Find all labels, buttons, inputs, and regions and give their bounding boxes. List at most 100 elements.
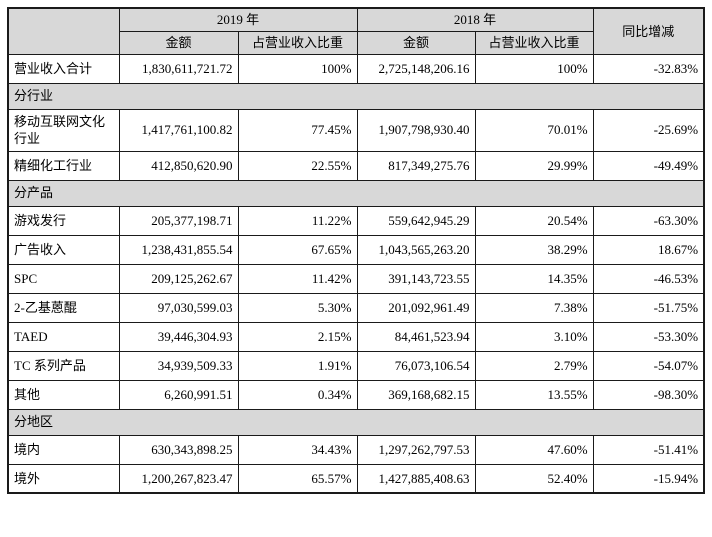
amount-2018-cell: 391,143,723.55	[356, 263, 476, 294]
table-row: 境外 1,200,267,823.47 65.57% 1,427,885,408…	[7, 463, 705, 494]
yoy-cell: -54.07%	[592, 350, 705, 381]
proportion-2018-cell: 13.55%	[474, 379, 594, 410]
amount-2018-cell: 1,043,565,263.20	[356, 234, 476, 265]
section-row-industry: 分行业	[7, 82, 705, 110]
yoy-cell: -49.49%	[592, 150, 705, 181]
proportion-2019-cell: 34.43%	[237, 434, 358, 465]
proportion-2019-cell: 22.55%	[237, 150, 358, 181]
yoy-cell: 18.67%	[592, 234, 705, 265]
proportion-2019-cell: 5.30%	[237, 292, 358, 323]
amount-2019-cell: 1,417,761,100.82	[118, 108, 239, 152]
yoy-cell: -25.69%	[592, 108, 705, 152]
row-label: TC 系列产品	[7, 350, 120, 381]
proportion-2018-cell: 70.01%	[474, 108, 594, 152]
proportion-2019-cell: 0.34%	[237, 379, 358, 410]
proportion-2018-cell: 38.29%	[474, 234, 594, 265]
amount-2018-cell: 559,642,945.29	[356, 205, 476, 236]
header-row-measures: 金额 占营业收入比重 金额 占营业收入比重	[8, 30, 704, 55]
amount-2018-cell: 369,168,682.15	[356, 379, 476, 410]
proportion-2019-cell: 100%	[237, 53, 358, 84]
amount-2018-cell: 201,092,961.49	[356, 292, 476, 323]
table-row: TC 系列产品 34,939,509.33 1.91% 76,073,106.5…	[7, 350, 705, 381]
row-label: 移动互联网文化行业	[7, 108, 120, 152]
amount-2019-cell: 39,446,304.93	[118, 321, 239, 352]
proportion-2019-cell: 67.65%	[237, 234, 358, 265]
amount-2019-cell: 205,377,198.71	[118, 205, 239, 236]
table-row: SPC 209,125,262.67 11.42% 391,143,723.55…	[7, 263, 705, 294]
row-label: 营业收入合计	[7, 53, 120, 84]
amount-2019-cell: 97,030,599.03	[118, 292, 239, 323]
amount-2018-cell: 84,461,523.94	[356, 321, 476, 352]
amount-2019-cell: 1,200,267,823.47	[118, 463, 239, 494]
row-label: 精细化工行业	[7, 150, 120, 181]
proportion-2019-cell: 2.15%	[237, 321, 358, 352]
proportion-2019-cell: 11.42%	[237, 263, 358, 294]
yoy-cell: -46.53%	[592, 263, 705, 294]
table-row: 境内 630,343,898.25 34.43% 1,297,262,797.5…	[7, 434, 705, 465]
proportion-2018-cell: 7.38%	[474, 292, 594, 323]
table-row: 移动互联网文化行业 1,417,761,100.82 77.45% 1,907,…	[7, 108, 705, 152]
table-row: 广告收入 1,238,431,855.54 67.65% 1,043,565,2…	[7, 234, 705, 265]
proportion-2019-cell: 77.45%	[237, 108, 358, 152]
section-label: 分产品	[7, 179, 705, 207]
proportion-2018-cell: 14.35%	[474, 263, 594, 294]
table-row: 其他 6,260,991.51 0.34% 369,168,682.15 13.…	[7, 379, 705, 410]
row-label: TAED	[7, 321, 120, 352]
table-row: 2-乙基蒽醌 97,030,599.03 5.30% 201,092,961.4…	[7, 292, 705, 323]
proportion-2019-cell: 11.22%	[237, 205, 358, 236]
proportion-2019-header: 占营业收入比重	[237, 30, 358, 55]
amount-2018-header: 金额	[356, 30, 476, 55]
section-row-product: 分产品	[7, 179, 705, 207]
proportion-2018-cell: 2.79%	[474, 350, 594, 381]
amount-2018-cell: 76,073,106.54	[356, 350, 476, 381]
yoy-cell: -15.94%	[592, 463, 705, 494]
row-label: 境内	[7, 434, 120, 465]
yoy-cell: -32.83%	[592, 53, 705, 84]
proportion-2018-header: 占营业收入比重	[474, 30, 594, 55]
proportion-2019-cell: 65.57%	[237, 463, 358, 494]
year-2019-header: 2019 年	[118, 7, 358, 32]
yoy-cell: -98.30%	[592, 379, 705, 410]
yoy-header: 同比增减	[592, 7, 705, 55]
proportion-2018-cell: 20.54%	[474, 205, 594, 236]
proportion-2018-cell: 29.99%	[474, 150, 594, 181]
amount-2019-cell: 209,125,262.67	[118, 263, 239, 294]
amount-2019-cell: 34,939,509.33	[118, 350, 239, 381]
amount-2019-cell: 1,238,431,855.54	[118, 234, 239, 265]
revenue-breakdown-table: 2019 年 2018 年 同比增减 金额 占营业收入比重 金额 占营业收入比重…	[7, 7, 706, 495]
section-label: 分地区	[7, 408, 705, 436]
amount-2019-cell: 6,260,991.51	[118, 379, 239, 410]
yoy-cell: -51.41%	[592, 434, 705, 465]
table-row: 精细化工行业 412,850,620.90 22.55% 817,349,275…	[7, 150, 705, 181]
proportion-2018-cell: 52.40%	[474, 463, 594, 494]
proportion-2018-cell: 47.60%	[474, 434, 594, 465]
header-row-years: 2019 年 2018 年 同比增减	[7, 7, 705, 55]
row-label: 广告收入	[7, 234, 120, 265]
row-label: SPC	[7, 263, 120, 294]
row-label: 2-乙基蒽醌	[7, 292, 120, 323]
amount-2018-cell: 1,907,798,930.40	[356, 108, 476, 152]
year-2018-header: 2018 年	[356, 7, 594, 32]
amount-2018-cell: 1,427,885,408.63	[356, 463, 476, 494]
proportion-2019-cell: 1.91%	[237, 350, 358, 381]
amount-2018-cell: 2,725,148,206.16	[356, 53, 476, 84]
row-label: 游戏发行	[7, 205, 120, 236]
amount-2019-cell: 1,830,611,721.72	[118, 53, 239, 84]
yoy-cell: -63.30%	[592, 205, 705, 236]
amount-2018-cell: 1,297,262,797.53	[356, 434, 476, 465]
corner-cell	[7, 7, 120, 55]
yoy-cell: -51.75%	[592, 292, 705, 323]
amount-2018-cell: 817,349,275.76	[356, 150, 476, 181]
table-row-total: 营业收入合计 1,830,611,721.72 100% 2,725,148,2…	[7, 53, 705, 84]
table-row: TAED 39,446,304.93 2.15% 84,461,523.94 3…	[7, 321, 705, 352]
amount-2019-cell: 412,850,620.90	[118, 150, 239, 181]
amount-2019-header: 金额	[118, 30, 239, 55]
section-label: 分行业	[7, 82, 705, 110]
row-label: 其他	[7, 379, 120, 410]
row-label: 境外	[7, 463, 120, 494]
section-row-region: 分地区	[7, 408, 705, 436]
proportion-2018-cell: 3.10%	[474, 321, 594, 352]
table-row: 游戏发行 205,377,198.71 11.22% 559,642,945.2…	[7, 205, 705, 236]
proportion-2018-cell: 100%	[474, 53, 594, 84]
